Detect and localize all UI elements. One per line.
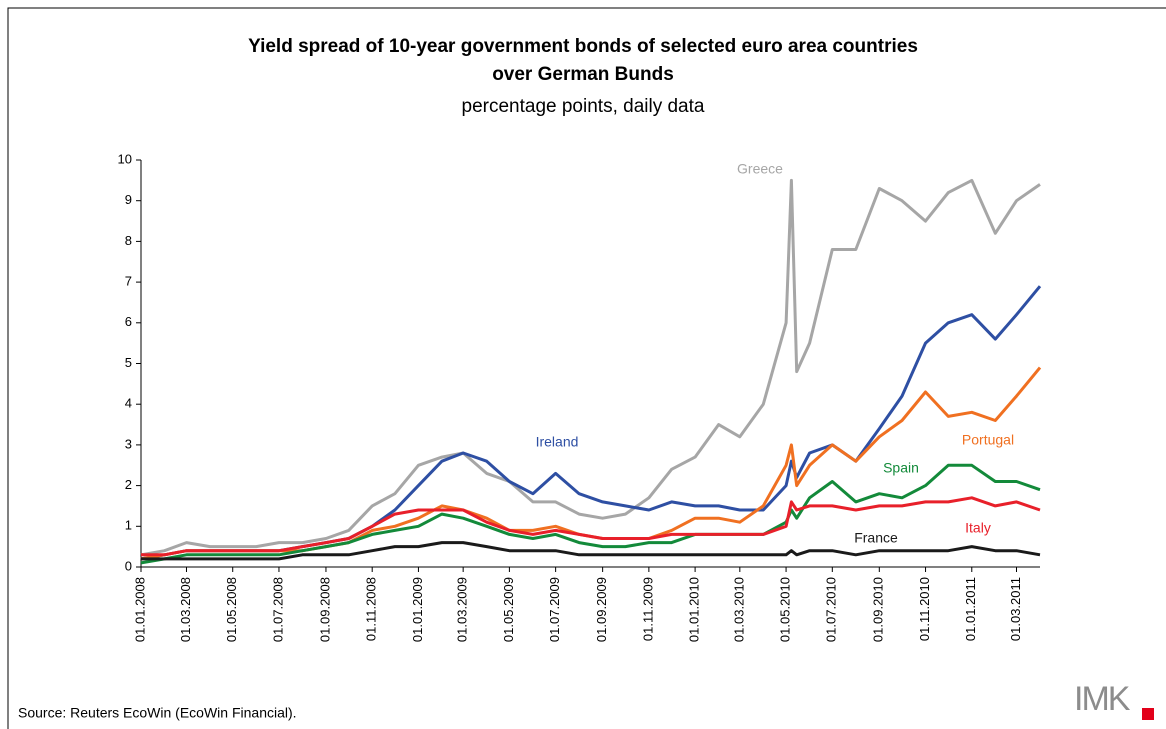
y-tick-label: 2 [125,477,132,492]
x-tick-label: 01.11.2008 [364,577,379,641]
logo-square [1142,708,1154,720]
x-tick-label: 01.01.2009 [410,577,425,642]
x-tick-label: 01.01.2008 [132,577,147,642]
chart-title: over German Bunds [492,64,674,85]
x-tick-label: 01.07.2008 [270,577,285,642]
series-label: Italy [965,520,991,536]
series-line [140,178,1041,557]
x-tick-label: 01.03.2009 [455,577,470,642]
x-tick-label: 01.09.2009 [594,577,609,642]
chart-title: Yield spread of 10-year government bonds… [248,36,918,57]
x-tick-label: 01.05.2008 [224,577,239,642]
x-tick-label: 01.03.2008 [178,577,193,642]
frame [7,7,1166,729]
x-tick-label: 01.03.2010 [731,577,746,642]
y-tick-label: 5 [125,355,132,370]
y-tick-label: 7 [125,274,132,289]
series-line [140,463,1041,565]
y-tick-label: 6 [125,314,132,329]
x-tick-label: 01.07.2009 [547,577,562,642]
series-label: Greece [737,161,783,177]
x-tick-label: 01.01.2010 [687,577,702,642]
series-label: Portugal [962,432,1014,448]
series-line [140,285,1042,561]
series-label: Spain [883,460,919,476]
x-tick-label: 01.09.2010 [871,577,886,642]
logo: IMK [1074,680,1131,718]
chart-subtitle: percentage points, daily data [462,96,705,117]
x-tick-label: 01.11.2009 [640,577,655,641]
x-tick-label: 01.09.2008 [317,577,332,642]
x-tick-label: 01.03.2011 [1008,577,1023,641]
y-tick-label: 0 [125,558,132,573]
y-tick-label: 3 [125,436,132,451]
x-tick-label: 01.05.2009 [501,577,516,642]
x-tick-label: 01.01.2011 [963,577,978,641]
series-label: Ireland [536,434,579,450]
series-label: France [854,530,898,546]
series-line [141,541,1041,561]
y-tick-label: 8 [125,233,132,248]
y-tick-label: 10 [118,151,132,166]
x-tick-label: 01.07.2010 [824,577,839,642]
series-line [141,496,1041,557]
x-tick-label: 01.05.2010 [778,577,793,642]
x-tick-label: 01.11.2010 [917,577,932,641]
y-tick-label: 9 [125,192,132,207]
y-tick-label: 4 [125,396,132,411]
source: Source: Reuters EcoWin (EcoWin Financial… [18,705,297,721]
y-tick-label: 1 [125,518,132,533]
